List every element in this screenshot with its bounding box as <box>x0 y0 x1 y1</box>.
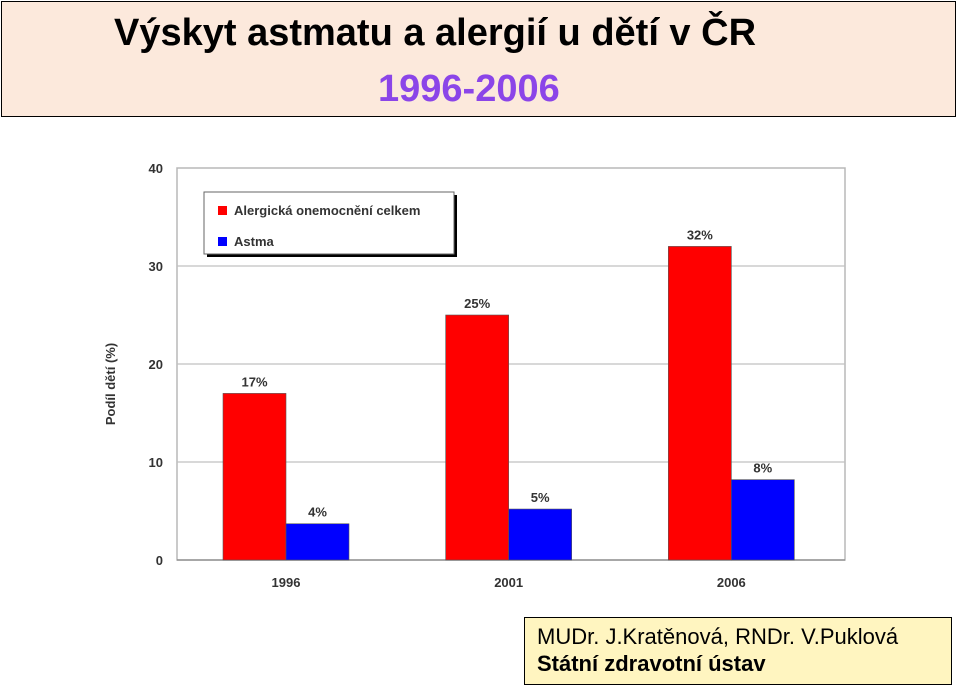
page-subtitle: 1996-2006 <box>378 68 560 110</box>
y-tick-label: 30 <box>149 259 163 274</box>
y-axis-label: Podíl dětí (%) <box>103 343 118 425</box>
x-tick-label: 2006 <box>717 575 746 590</box>
legend-label: Alergická onemocnění celkem <box>234 203 420 218</box>
y-tick-label: 10 <box>149 455 163 470</box>
bar <box>731 479 795 561</box>
x-tick-label: 2001 <box>494 575 523 590</box>
legend-label: Astma <box>234 234 275 249</box>
x-tick-label: 1996 <box>272 575 301 590</box>
data-label: 25% <box>464 296 490 311</box>
data-label: 5% <box>531 490 550 505</box>
data-label: 17% <box>241 374 267 389</box>
title-banner: Výskyt astmatu a alergií u dětí v ČR 199… <box>1 1 956 117</box>
credit-institution: Státní zdravotní ústav <box>537 651 766 676</box>
legend-swatch <box>218 237 227 246</box>
legend-box <box>203 191 455 255</box>
y-tick-label: 40 <box>149 161 163 176</box>
y-tick-label: 20 <box>149 357 163 372</box>
bar <box>445 314 509 561</box>
bar <box>222 393 287 561</box>
legend-swatch <box>218 206 227 215</box>
data-label: 8% <box>753 461 772 476</box>
bar <box>285 523 350 561</box>
data-label: 32% <box>687 227 713 242</box>
page-title: Výskyt astmatu a alergií u dětí v ČR <box>114 12 757 54</box>
credit-authors: MUDr. J.Kratěnová, RNDr. V.Puklová <box>537 624 899 649</box>
bar-chart: 0 10 20 30 40 Podíl dětí (%) 17% 4% 1996 25% 5% 200… <box>103 161 846 590</box>
data-label: 4% <box>308 505 327 520</box>
y-tick-label: 0 <box>156 553 163 568</box>
credit-box: MUDr. J.Kratěnová, RNDr. V.Puklová Státn… <box>524 617 952 685</box>
bar <box>668 246 732 561</box>
bar <box>508 508 572 561</box>
